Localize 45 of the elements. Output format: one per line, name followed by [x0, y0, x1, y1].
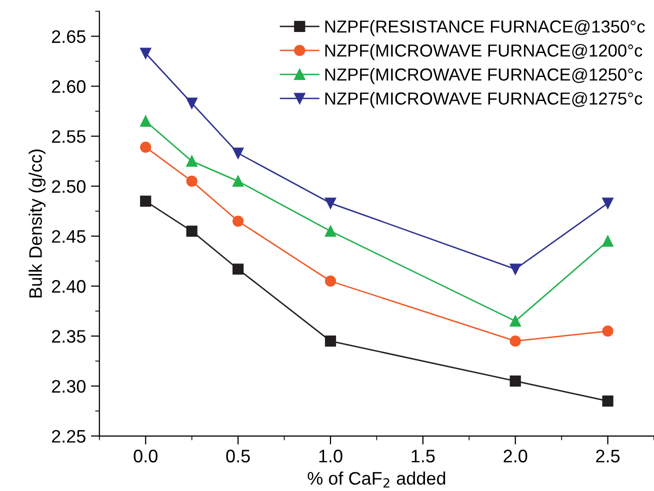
y-tick-label: 2.50	[52, 180, 86, 193]
y-tick-label: 2.45	[52, 230, 86, 243]
point	[140, 116, 152, 127]
y-tick-label: 2.40	[52, 280, 86, 293]
point	[510, 336, 521, 347]
x-tick-label: 1.5	[412, 450, 435, 462]
y-tick-label: 2.30	[52, 380, 86, 393]
legend-label: NZPF(MICROWAVE FURNACE@1275°c	[325, 92, 642, 108]
point	[140, 196, 152, 207]
point	[510, 264, 521, 275]
legend-label: NZPF(MICROWAVE FURNACE@1250°c	[325, 68, 642, 84]
y-tick-label: 2.35	[52, 330, 86, 343]
point	[324, 276, 336, 287]
y-tick-label: 2.60	[52, 80, 86, 93]
point	[510, 375, 521, 387]
point	[324, 198, 336, 209]
point	[186, 98, 198, 109]
point	[602, 395, 614, 407]
point	[186, 176, 198, 187]
x-axis-title: % of CaF$_{2}$ added	[308, 471, 446, 488]
point	[324, 336, 336, 347]
x-tick-label: 0.5	[226, 450, 250, 462]
point	[602, 326, 614, 337]
x-tick-label: 1.0	[319, 450, 342, 462]
point	[232, 264, 244, 275]
point	[324, 226, 336, 237]
point	[140, 142, 152, 153]
point	[232, 148, 244, 159]
point	[510, 316, 521, 327]
point	[140, 48, 152, 59]
y-tick-label: 2.25	[52, 430, 86, 443]
point	[602, 236, 614, 247]
point	[186, 226, 198, 237]
y-tick-label: 2.65	[52, 30, 86, 43]
point	[186, 156, 198, 167]
x-tick-label: 2.5	[596, 450, 620, 462]
x-tick-label: 2.0	[504, 450, 528, 462]
point	[232, 216, 244, 227]
y-tick-label: 2.55	[52, 130, 86, 143]
legend-label: NZPF(MICROWAVE FURNACE@1200°c	[325, 44, 642, 60]
point	[602, 198, 614, 209]
y-axis-title: Bulk Density (g/cc)	[28, 150, 46, 298]
point	[232, 176, 244, 187]
x-tick-label: 0.0	[134, 450, 158, 462]
legend-label: NZPF(RESISTANCE FURNACE@1350°c	[325, 20, 645, 36]
